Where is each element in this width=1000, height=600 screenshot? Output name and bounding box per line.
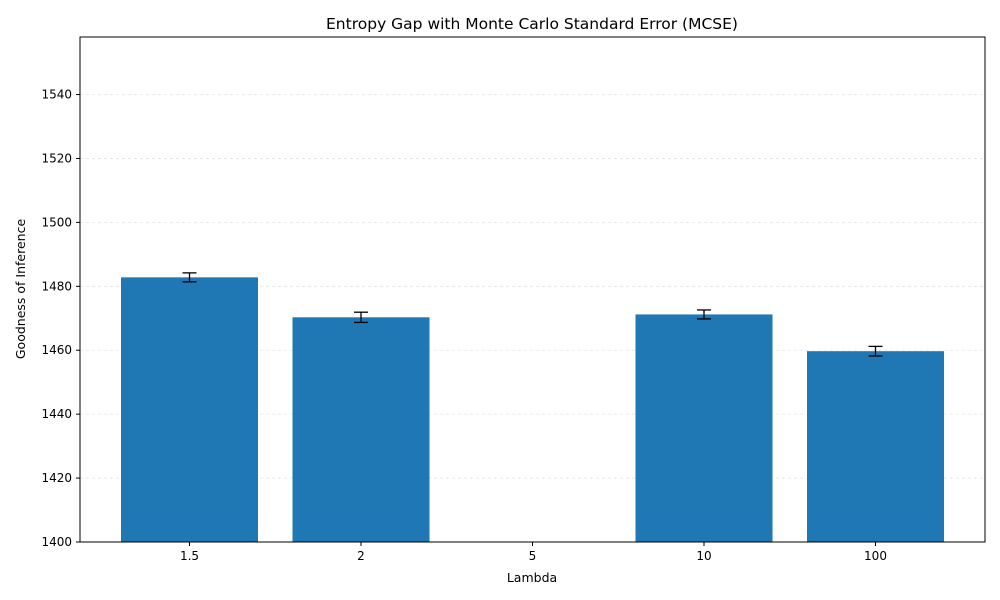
error-bar-100 [868, 345, 883, 357]
bar-100 [807, 351, 944, 542]
y-tick-label: 1500 [41, 215, 72, 229]
x-tick-label: 5 [529, 549, 537, 563]
error-bar-2 [354, 311, 368, 324]
bars [121, 277, 944, 542]
error-bar-1.5 [182, 272, 197, 283]
error-bars [182, 272, 883, 357]
x-tick-label: 10 [696, 549, 711, 563]
y-axis-label: Goodness of Inference [13, 219, 28, 360]
x-tick-label: 100 [864, 549, 887, 563]
y-tick-label: 1420 [41, 471, 72, 485]
y-tick-label: 1480 [41, 279, 72, 293]
chart-title: Entropy Gap with Monte Carlo Standard Er… [326, 15, 738, 33]
bar-1.5 [121, 277, 258, 542]
plot-frame [79, 36, 986, 543]
y-tick-label: 1400 [41, 535, 72, 549]
y-tick-label: 1540 [41, 88, 72, 102]
x-tick-label: 2 [357, 549, 365, 563]
y-tick-label: 1460 [41, 343, 72, 357]
axes: 1400 1420 1440 1460 1480 1500 1520 1540 1.5 2 5 10 1… [41, 36, 986, 563]
y-tick-label: 1520 [41, 151, 72, 165]
bar-10 [635, 314, 773, 542]
x-tick-label: 1.5 [180, 549, 199, 563]
error-bar-10 [697, 309, 711, 320]
y-tick-label: 1440 [41, 407, 72, 421]
bar-2 [292, 317, 430, 542]
x-axis-label: Lambda [507, 570, 557, 585]
